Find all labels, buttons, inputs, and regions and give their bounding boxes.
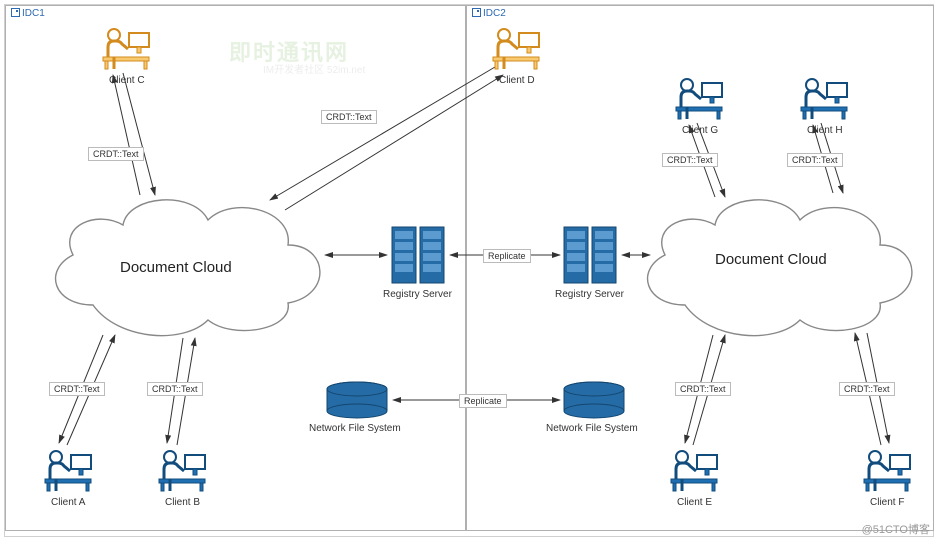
client-b-label: Client B (165, 497, 200, 508)
outer-frame: IDC1 IDC2 即时通讯网 IM开发者社区 52im.net (4, 4, 934, 537)
client-e-label: Client E (677, 497, 712, 508)
nfs-1 (325, 381, 389, 421)
cloud-2-label: Document Cloud (715, 251, 827, 268)
edge-label-crdt-a: CRDT::Text (49, 382, 105, 396)
edge-label-crdt-f: CRDT::Text (839, 382, 895, 396)
cloud-1-label: Document Cloud (120, 259, 232, 276)
watermark-sub: IM开发者社区 52im.net (263, 61, 365, 76)
client-e-icon (667, 445, 721, 493)
nfs-2-label: Network File System (546, 423, 638, 434)
zone-idc2-label: IDC2 (470, 8, 508, 19)
registry-server-2-label: Registry Server (555, 289, 624, 300)
edge-label-replicate-reg: Replicate (483, 249, 531, 263)
edge-label-crdt-g: CRDT::Text (662, 153, 718, 167)
client-d-label: Client D (499, 75, 535, 86)
nfs-1-label: Network File System (309, 423, 401, 434)
edge-label-replicate-nfs: Replicate (459, 394, 507, 408)
zone-idc1-text: IDC1 (22, 8, 45, 19)
client-h-icon (797, 73, 851, 121)
client-g-icon (672, 73, 726, 121)
edge-label-crdt-d: CRDT::Text (321, 110, 377, 124)
zone-idc2-text: IDC2 (483, 8, 506, 19)
edge-label-crdt-c: CRDT::Text (88, 147, 144, 161)
registry-server-2 (562, 223, 618, 287)
client-g-label: Client G (682, 125, 718, 136)
client-c-icon (99, 23, 153, 71)
edge-label-crdt-b: CRDT::Text (147, 382, 203, 396)
client-c-label: Client C (109, 75, 145, 86)
registry-server-1-label: Registry Server (383, 289, 452, 300)
client-d-icon (489, 23, 543, 71)
client-h-label: Client H (807, 125, 843, 136)
client-b-icon (155, 445, 209, 493)
client-f-icon (860, 445, 914, 493)
zone-icon (11, 8, 20, 17)
client-f-label: Client F (870, 497, 904, 508)
client-a-icon (41, 445, 95, 493)
client-a-label: Client A (51, 497, 85, 508)
edge-label-crdt-h: CRDT::Text (787, 153, 843, 167)
attribution: @51CTO博客 (862, 521, 930, 537)
zone-icon (472, 8, 481, 17)
zone-idc1-label: IDC1 (9, 8, 47, 19)
nfs-2 (562, 381, 626, 421)
edge-label-crdt-e: CRDT::Text (675, 382, 731, 396)
registry-server-1 (390, 223, 446, 287)
